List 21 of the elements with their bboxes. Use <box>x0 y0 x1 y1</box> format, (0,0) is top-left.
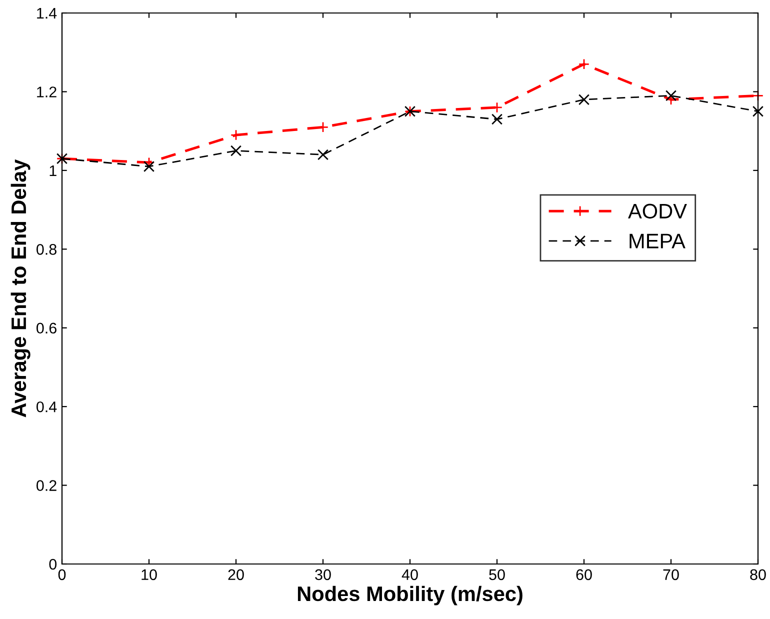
y-tick-label: 1 <box>50 165 56 176</box>
y-tick-label: 0.2 <box>36 480 56 491</box>
y-tick-label: 1.2 <box>37 86 56 98</box>
y-tick-label: 0.4 <box>36 401 57 412</box>
y-axis-title: Average End to End Delay <box>10 159 30 418</box>
x-tick-label: 60 <box>576 569 592 580</box>
x-tick-label: 70 <box>663 569 679 580</box>
x-tick-label: 80 <box>750 569 766 580</box>
x-tick-label: 20 <box>228 569 244 580</box>
y-tick-label: 0.8 <box>36 244 56 255</box>
x-axis-title: Nodes Mobility (m/sec) <box>298 586 522 606</box>
x-tick-label: 10 <box>142 569 157 580</box>
y-tick-label: 0 <box>49 558 57 570</box>
y-tick-label: 1.4 <box>37 8 57 19</box>
x-tick-label: 50 <box>489 569 505 580</box>
legend-label: MEPA <box>630 234 686 248</box>
x-tick-label: 0 <box>58 569 66 580</box>
legend-label: AODV <box>628 204 687 219</box>
y-tick-label: 0.6 <box>36 322 56 334</box>
x-tick-label: 30 <box>315 569 331 580</box>
x-tick-label: 40 <box>402 569 418 580</box>
